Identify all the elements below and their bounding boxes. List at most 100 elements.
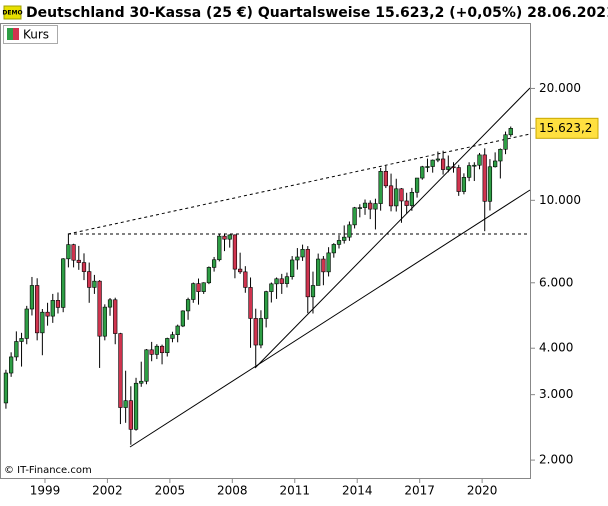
candle-body (97, 280, 102, 337)
candle-body (170, 334, 175, 339)
candle-body (279, 278, 284, 284)
candle-body (227, 234, 232, 240)
candle-body (123, 400, 128, 408)
candle-body (300, 249, 305, 258)
candle-body (368, 202, 373, 210)
candle-body (310, 285, 316, 298)
demo-badge-bg (3, 5, 22, 20)
last-price-label: 15.623,2 (539, 121, 592, 135)
candle-body (191, 283, 196, 300)
candle-body (347, 224, 352, 238)
candle-body (435, 158, 441, 161)
candle-body (420, 166, 425, 179)
candle-body (253, 318, 258, 346)
candle-body (399, 188, 404, 202)
candle-body (165, 338, 170, 354)
candle-body (461, 177, 467, 192)
candle-body (113, 299, 118, 334)
candle-body (352, 207, 357, 226)
candle-body (451, 166, 456, 169)
candle-body (378, 170, 383, 204)
candle-body (264, 291, 269, 319)
candle-body (92, 280, 97, 288)
candle-body (456, 167, 461, 192)
x-tick-label: 2017 (404, 484, 435, 498)
candle-body (373, 203, 378, 210)
candle-body (342, 236, 347, 241)
candle-body (102, 306, 107, 337)
legend-label: Kurs (23, 28, 49, 42)
candle-body (217, 235, 222, 261)
candle-body (50, 300, 55, 317)
x-tick-label: 2005 (155, 484, 186, 498)
y-tick-label: 3.000 (539, 387, 573, 401)
trendline (254, 87, 531, 369)
y-tick-label: 2.000 (539, 453, 573, 467)
x-tick-label: 2002 (92, 484, 123, 498)
candle-body (316, 258, 321, 286)
candle-body (66, 244, 71, 260)
candle-body (81, 262, 87, 272)
y-tick-label: 10.000 (539, 193, 581, 207)
candle-body (144, 349, 149, 382)
candle-body (9, 356, 14, 374)
candle-body (149, 349, 154, 355)
y-tick-label: 20.000 (539, 81, 581, 95)
y-tick-label: 4.000 (539, 341, 573, 355)
candle-body (133, 382, 139, 430)
candle-body (498, 148, 503, 162)
candle-body (185, 299, 191, 312)
candle-body (388, 185, 394, 207)
x-tick-label: 2008 (217, 484, 248, 498)
demo-badge: DEMO (2, 10, 22, 17)
x-tick-label: 2011 (279, 484, 310, 498)
candle-body (55, 300, 61, 308)
candle-body (76, 259, 81, 263)
candle-body (326, 252, 331, 273)
candle-body (3, 372, 9, 404)
candle-body (440, 158, 446, 170)
candle-body (472, 164, 477, 167)
candle-body (107, 299, 113, 308)
candle-body (430, 159, 435, 167)
candle-body (128, 400, 133, 430)
candle-body (305, 249, 310, 298)
candle-body (508, 128, 513, 136)
candle-body (222, 235, 227, 240)
candle-body (29, 285, 35, 310)
candle-body (201, 282, 206, 292)
candle-body (425, 166, 430, 168)
plot-frame (0, 23, 531, 479)
footer: © IT-Finance.com (4, 465, 92, 476)
candle-body (71, 244, 76, 261)
candle-body (19, 338, 24, 342)
candle-body (248, 287, 253, 319)
candle-body (243, 271, 248, 288)
x-tick-label: 2014 (342, 484, 373, 498)
candle-body (394, 188, 399, 207)
trendline (129, 189, 531, 448)
candle-body (24, 308, 29, 339)
candle-body (159, 345, 165, 354)
x-tick-label: 2020 (467, 484, 498, 498)
legend-icon-down (13, 28, 19, 40)
candle-body (295, 256, 300, 261)
candle-body (383, 170, 388, 187)
candle-body (331, 244, 336, 254)
candle-body (284, 276, 290, 284)
candle-body (357, 207, 362, 209)
candle-body (336, 240, 342, 245)
candle-body (493, 160, 498, 168)
candle-body (414, 177, 420, 193)
candle-body (211, 259, 217, 268)
candle-body (503, 134, 508, 150)
y-tick-label: 6.000 (539, 275, 573, 289)
candle-body (446, 166, 451, 170)
candle-body (87, 271, 92, 288)
legend-icon-up (7, 28, 13, 40)
candle-body (482, 154, 487, 202)
candle-body (139, 380, 144, 384)
candle-body (258, 318, 264, 346)
candle-body (238, 268, 243, 273)
